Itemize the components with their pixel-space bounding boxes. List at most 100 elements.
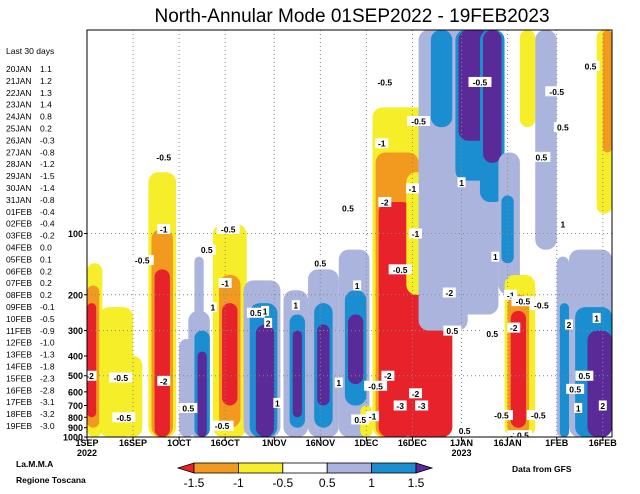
contour-label: -2 <box>445 288 453 298</box>
contour-label-bg <box>443 325 462 336</box>
contour-label-bg <box>526 410 550 421</box>
contour-label-bg <box>112 412 136 423</box>
side-entry-date: 15FEB <box>6 373 32 383</box>
side-entry-date: 23JAN <box>6 100 32 110</box>
contour-label: -2 <box>412 389 420 399</box>
side-entry-value: 0.2 <box>40 266 52 276</box>
x-tick-label: 16FEB <box>589 438 618 448</box>
side-entry-date: 14FEB <box>6 362 32 372</box>
contour-label-bg <box>157 223 171 234</box>
heatmap-patch <box>510 310 527 428</box>
contour-label: -3 <box>396 401 404 411</box>
contour-label: -2 <box>160 376 168 386</box>
heatmap-patch <box>154 269 170 437</box>
colorbar-tick-label: -1 <box>233 476 244 490</box>
x-tick-label: 16SEP <box>119 438 147 448</box>
heatmap-patch <box>602 30 612 153</box>
side-entry-date: 31JAN <box>6 195 32 205</box>
contour-label: 0.5 <box>578 371 590 381</box>
side-entry-date: 05FEB <box>6 254 32 264</box>
contour-label-bg <box>208 302 217 313</box>
contour-label-bg <box>405 183 419 194</box>
contour-label: 0.5 <box>517 431 529 441</box>
contour-label-bg <box>507 430 521 437</box>
contour-label: -1 <box>221 278 229 288</box>
contour-label-bg <box>592 312 601 323</box>
contour-label: 2 <box>567 320 572 330</box>
contour-label-bg <box>375 138 389 149</box>
contour-label: 0.5 <box>314 259 326 269</box>
contour-label: -2 <box>384 371 392 381</box>
contour-label: 1 <box>561 220 566 230</box>
x-tick-label: 1DEC <box>354 438 379 448</box>
contour-label-bg <box>575 370 594 381</box>
contour-label-bg <box>366 411 380 422</box>
contour-label-bg <box>291 300 300 311</box>
side-panel-list: 20JAN 1.1 21JAN 1.2 22JAN 1.3 23JAN 1.4 24JAN 0.8… <box>6 64 55 431</box>
side-entry-value: -0.2 <box>40 231 55 241</box>
side-entry-value: 1.2 <box>40 76 52 86</box>
contour-label-bg <box>407 115 431 126</box>
contour-label-bg <box>558 219 567 230</box>
side-entry-date: 02FEB <box>6 219 32 229</box>
contour-label-bg <box>378 196 392 207</box>
contour-label: -1 <box>369 412 377 422</box>
side-entry-date: 03FEB <box>6 231 32 241</box>
x-axis: 1SEP2022 16SEP 1OCT 16OCT 1NOV 16NOV 1DEC 16DEC… <box>75 437 617 458</box>
y-tick-label: 900 <box>68 423 83 433</box>
credit-lamma: La.M.M.A <box>16 459 53 469</box>
side-entry-value: -1.0 <box>40 338 55 348</box>
colorbar-segment <box>415 462 434 474</box>
colorbar-segment <box>326 462 373 474</box>
contour-label: 0.5 <box>354 415 366 425</box>
colorbar-tick-label: -0.5 <box>272 476 293 490</box>
contour-label-bg <box>504 289 518 300</box>
contour-label: 1 <box>336 378 341 388</box>
side-entry-value: 0.8 <box>40 112 52 122</box>
contour-label: 0.5 <box>182 403 194 413</box>
contour-label: -2 <box>381 197 389 207</box>
contour-label-bg <box>455 425 474 436</box>
contour-label: -0.5 <box>135 256 150 266</box>
contour-label-bg <box>532 151 551 162</box>
side-panel: Last 30 days 20JAN 1.1 21JAN 1.2 22JAN 1.3 23J… <box>6 46 55 431</box>
y-tick-label: 200 <box>68 290 83 300</box>
contour-label-bg <box>373 76 397 87</box>
contour-label: 1 <box>355 281 360 291</box>
side-entry-date: 13FEB <box>6 350 32 360</box>
contour-label-bg <box>409 228 423 239</box>
contour-label-bg <box>218 277 232 288</box>
side-entry-value: 0.2 <box>40 290 52 300</box>
side-entry-date: 20JAN <box>6 64 32 74</box>
side-entry-date: 30JAN <box>6 183 32 193</box>
contour-label-bg <box>574 402 583 413</box>
y-tick-label: 700 <box>68 401 83 411</box>
contour-label-bg <box>553 122 572 133</box>
heatmap-patch <box>559 303 570 437</box>
contour-label-bg <box>483 328 502 339</box>
contour-label-bg <box>468 76 492 87</box>
side-entry-date: 29JAN <box>6 171 32 181</box>
contour-label: 1 <box>211 303 216 313</box>
side-entry-value: -0.4 <box>40 207 55 217</box>
contour-label: 0.5 <box>446 326 458 336</box>
heatmap-patch <box>123 356 143 437</box>
contour-label-bg <box>311 258 330 269</box>
contour-label-bg <box>529 300 553 311</box>
side-entry-date: 09FEB <box>6 302 32 312</box>
side-entry-value: -3.2 <box>40 409 55 419</box>
contour-label-bg <box>197 244 216 255</box>
side-entry-value: 1.1 <box>40 64 52 74</box>
contour-label-bg <box>157 375 171 386</box>
side-entry-date: 22JAN <box>6 88 32 98</box>
credit-data-source: Data from GFS <box>512 464 572 474</box>
side-entry-value: -1.4 <box>40 183 55 193</box>
contour-label-bg <box>261 305 270 316</box>
contour-label-bg <box>393 400 407 411</box>
contour-label: -1 <box>409 184 417 194</box>
contour-label-bg <box>442 287 456 298</box>
contour-label: 0.5 <box>585 61 597 71</box>
contour-label: -0.5 <box>473 77 488 87</box>
